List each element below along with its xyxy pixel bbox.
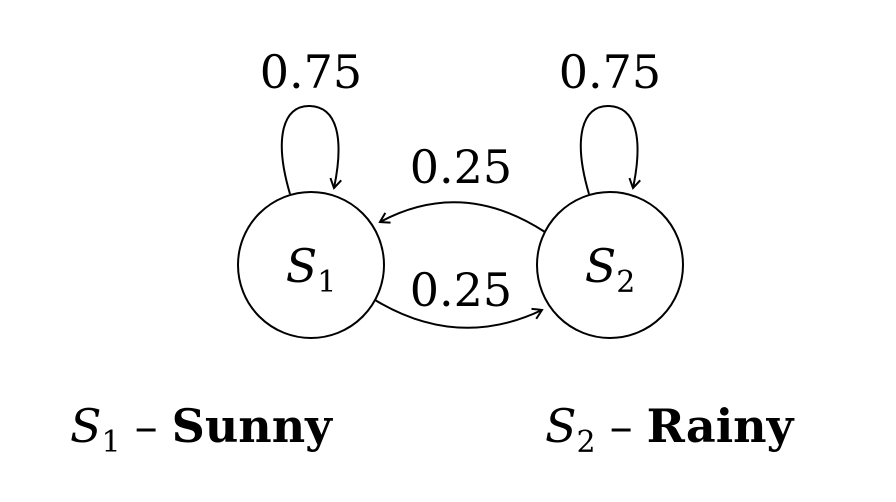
state-s2: S2 [536, 191, 684, 339]
transition-s2-s2: 0.75 [559, 45, 661, 195]
transition-s1-s1: 0.75 [260, 45, 362, 195]
state-s1-circle [237, 191, 385, 339]
legend: S1– Sunny S2– Rainy [70, 399, 795, 460]
state-s2-circle [536, 191, 684, 339]
state-s1: S1 [237, 191, 385, 339]
state-s1-label: S1 [286, 239, 337, 300]
legend-s1: S1– Sunny [70, 399, 333, 460]
legend-s2: S2– Rainy [545, 399, 795, 460]
self-loop-arrow-s1 [280, 104, 342, 195]
self-loop-arrow-s2 [579, 104, 641, 195]
legend-s2-meaning: Rainy [647, 399, 795, 453]
transition-label-s1-s1: 0.75 [260, 45, 362, 99]
transition-s2-s1: 0.25 [378, 140, 546, 233]
state-s2-label: S2 [585, 239, 636, 300]
legend-s1-meaning: Sunny [172, 399, 334, 453]
transition-label-s2-s1: 0.25 [410, 140, 512, 194]
transition-label-s1-s2: 0.25 [410, 263, 512, 317]
arc-arrow-s2-to-s1 [378, 201, 546, 233]
transition-s1-s2: 0.25 [374, 263, 544, 329]
transition-label-s2-s2: 0.75 [559, 45, 661, 99]
arc-arrow-s1-to-s2 [374, 299, 544, 329]
